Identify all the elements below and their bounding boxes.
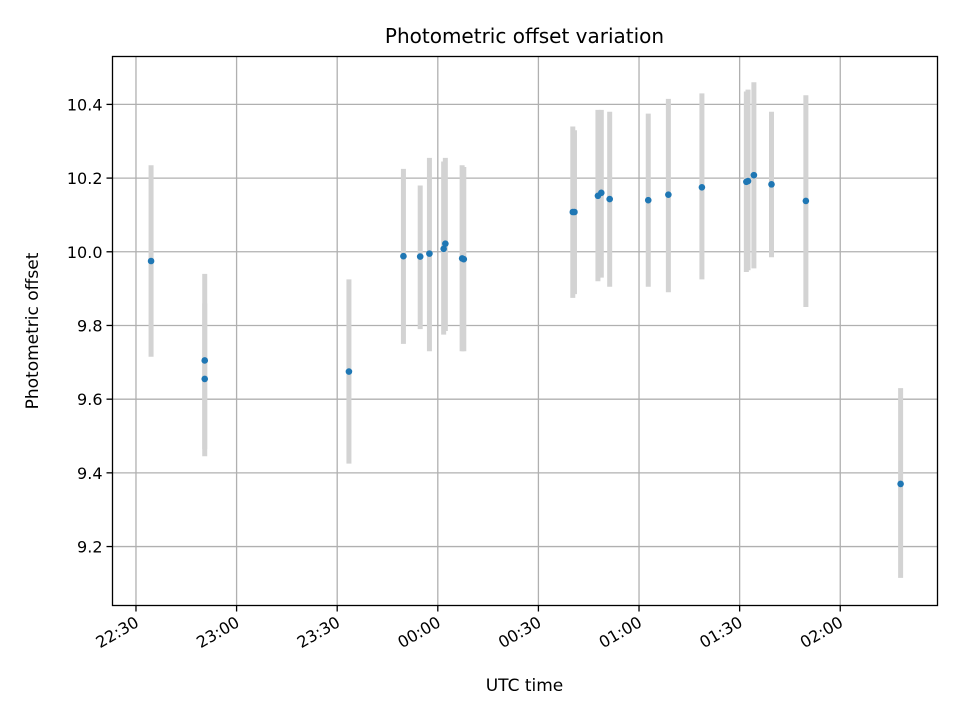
chart-title: Photometric offset variation (385, 24, 664, 48)
data-point (147, 257, 155, 265)
data-point (345, 368, 353, 375)
y-tick-label: 9.6 (77, 390, 102, 409)
data-point (744, 177, 752, 185)
y-axis-title: Photometric offset (23, 252, 43, 409)
data-point (426, 250, 433, 257)
data-point (665, 191, 672, 198)
y-tick-label: 9.8 (77, 316, 102, 335)
data-point (644, 196, 652, 204)
data-points (147, 171, 904, 488)
y-tick-label: 10.0 (67, 243, 103, 262)
data-point (750, 171, 758, 179)
data-point (440, 245, 447, 253)
y-tick-label: 9.2 (77, 538, 102, 557)
x-axis-title: UTC time (486, 676, 564, 696)
data-point (442, 240, 449, 247)
y-axis: 9.2 9.4 9.6 9.8 10.0 10.2 10.4 (67, 95, 113, 557)
data-point (571, 208, 578, 216)
plot-frame (111, 55, 939, 607)
y-tick-label: 10.2 (67, 169, 103, 188)
grid (112, 56, 938, 606)
data-point (201, 375, 209, 383)
data-point (802, 197, 810, 205)
data-point (400, 252, 407, 260)
data-point (897, 480, 904, 488)
data-point (597, 189, 605, 197)
data-point (416, 253, 424, 260)
y-tick-label: 9.4 (77, 464, 102, 483)
data-point (460, 255, 468, 263)
data-point (201, 357, 209, 364)
y-tick-label: 10.4 (67, 95, 103, 114)
data-point (698, 184, 706, 191)
data-point (768, 181, 775, 188)
data-point (606, 195, 613, 203)
